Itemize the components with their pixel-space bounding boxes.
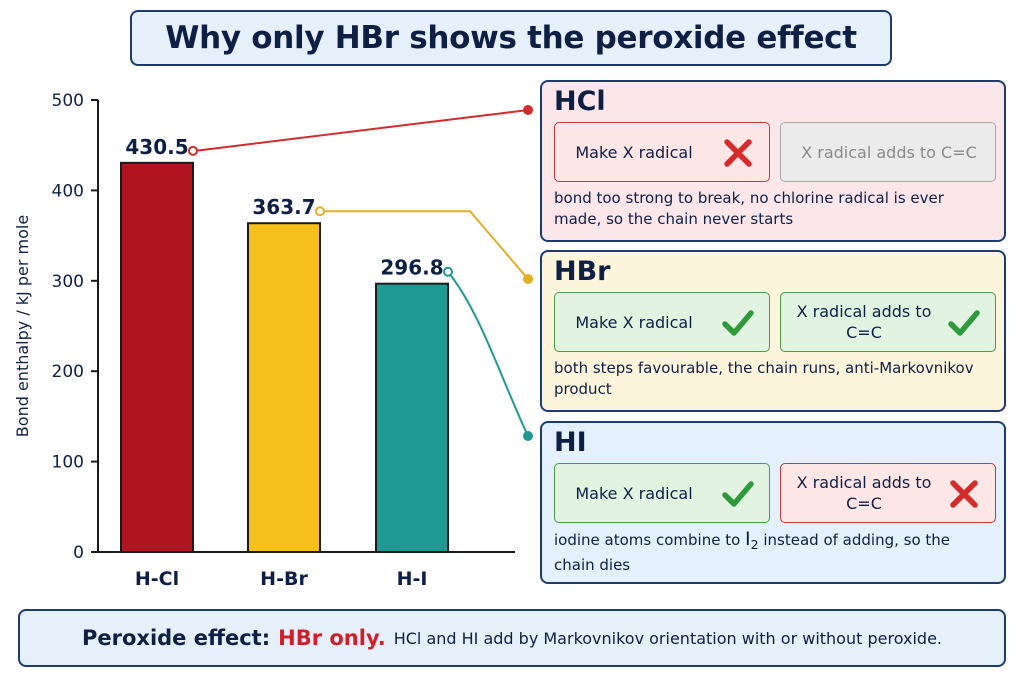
x-tick-label: H-I bbox=[397, 568, 428, 590]
hi-step-radical-adds: X radical adds to C=C bbox=[780, 463, 996, 523]
step-label: X radical adds to C=C bbox=[796, 473, 932, 513]
step-label: X radical adds to C=C bbox=[801, 142, 977, 162]
connector-start-dot bbox=[315, 206, 325, 217]
step-label: Make X radical bbox=[575, 483, 693, 503]
footer-emphasis: HBr only. bbox=[278, 626, 386, 650]
y-tick-label: 500 bbox=[52, 91, 84, 111]
bar-h-cl bbox=[120, 161, 194, 553]
step-label: Make X radical bbox=[575, 142, 693, 162]
panel-note-hcl: bond too strong to break, no chlorine ra… bbox=[554, 189, 944, 228]
cross-icon bbox=[724, 139, 752, 167]
title-box: Why only HBr shows the peroxide effect bbox=[130, 10, 892, 66]
y-tick-label: 100 bbox=[52, 453, 84, 473]
check-icon bbox=[722, 310, 754, 336]
connector-line bbox=[447, 271, 529, 437]
step-label: Make X radical bbox=[575, 312, 693, 332]
connector-end-dot bbox=[523, 105, 533, 115]
x-tick-label: H-Br bbox=[260, 568, 308, 590]
panel-hi: HI Make X radical X radical adds to C=C … bbox=[540, 421, 1006, 584]
hcl-step-make-radical: Make X radical bbox=[554, 122, 770, 182]
check-icon bbox=[722, 481, 754, 507]
connector-end-dot bbox=[523, 431, 533, 441]
bar-h-i bbox=[375, 282, 449, 553]
panel-hbr: HBr Make X radical X radical adds to C=C… bbox=[540, 250, 1006, 412]
footer-box: Peroxide effect: HBr only. HCl and HI ad… bbox=[18, 609, 1006, 667]
hbr-step-radical-adds: X radical adds to C=C bbox=[780, 292, 996, 352]
connector-start-dot bbox=[188, 145, 198, 156]
connector-start-dot bbox=[443, 266, 453, 277]
note-text: iodine atoms combine to bbox=[554, 531, 746, 549]
panel-title-hi: HI bbox=[554, 427, 587, 458]
panel-title-hcl: HCl bbox=[554, 86, 606, 117]
connector-line bbox=[194, 109, 529, 152]
check-icon bbox=[948, 310, 980, 336]
y-axis-label: Bond enthalpy / kJ per mole bbox=[13, 215, 32, 437]
page-title: Why only HBr shows the peroxide effect bbox=[165, 20, 857, 56]
panel-note-hbr: both steps favourable, the chain runs, a… bbox=[554, 359, 974, 398]
step-label: X radical adds to C=C bbox=[796, 302, 932, 342]
bar-h-br bbox=[247, 222, 321, 553]
iodine-subscript: 2 bbox=[750, 537, 759, 552]
y-tick-label: 400 bbox=[52, 181, 84, 201]
connector-end-dot bbox=[523, 274, 533, 284]
hbr-step-make-radical: Make X radical bbox=[554, 292, 770, 352]
panel-hcl: HCl Make X radical X radical adds to C=C… bbox=[540, 80, 1006, 242]
bar-value-label: 296.8 bbox=[380, 256, 443, 280]
x-tick-label: H-Cl bbox=[135, 568, 179, 590]
bar-value-label: 363.7 bbox=[252, 195, 315, 219]
hi-step-make-radical: Make X radical bbox=[554, 463, 770, 523]
panel-title-hbr: HBr bbox=[554, 256, 611, 287]
panel-note-hi: iodine atoms combine to I2 instead of ad… bbox=[554, 529, 994, 576]
footer-lead: Peroxide effect: bbox=[81, 626, 271, 650]
hcl-step-radical-adds: X radical adds to C=C bbox=[780, 122, 996, 182]
connector-line bbox=[320, 210, 529, 280]
bar-value-label: 430.5 bbox=[125, 135, 188, 159]
note-text: instead of adding, so the chain dies bbox=[554, 531, 951, 574]
y-tick-label: 0 bbox=[73, 543, 84, 563]
bond-enthalpy-chart: 0 100 200 300 400 500 430.5 H-Cl 363.7 H-Br 296.8… bbox=[13, 91, 533, 590]
y-tick-label: 300 bbox=[52, 272, 84, 292]
y-tick-label: 200 bbox=[52, 362, 84, 382]
iodine-formula: I bbox=[745, 528, 751, 550]
footer-text: HCl and HI add by Markovnikov orientatio… bbox=[393, 628, 942, 648]
cross-icon bbox=[950, 480, 978, 508]
